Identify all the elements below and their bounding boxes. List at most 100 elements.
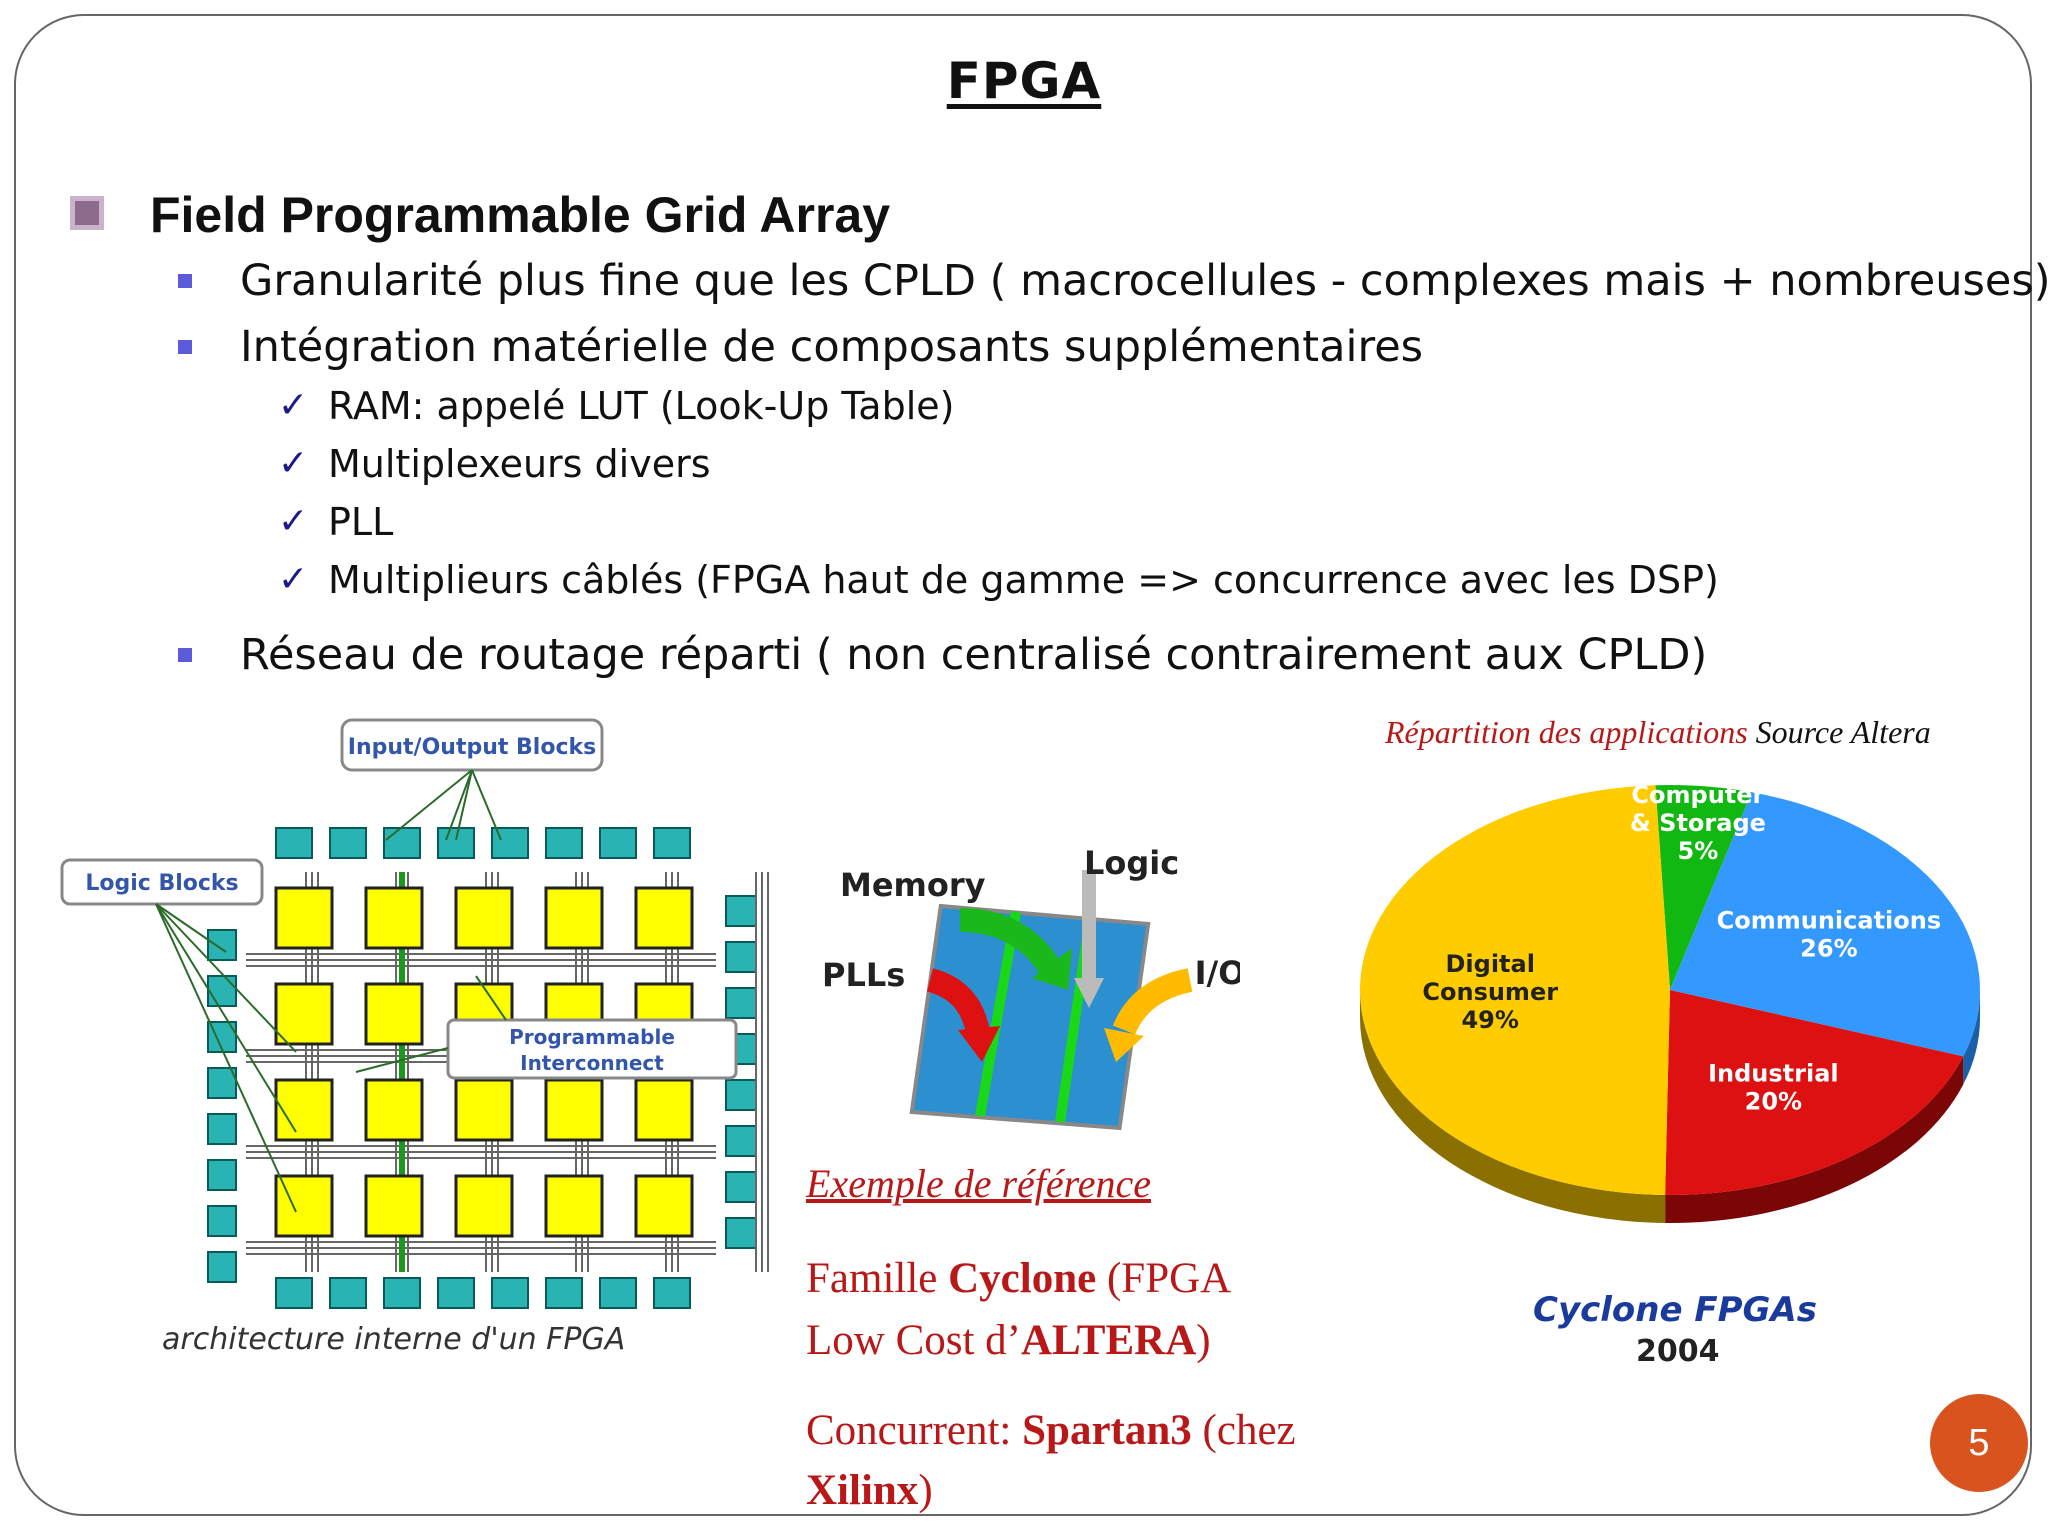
checkmark-icon: ✓ <box>278 558 309 599</box>
family-line-1: Famille Cyclone (FPGA <box>806 1248 1231 1310</box>
bullet-icon <box>178 648 192 662</box>
logic-block <box>634 886 694 950</box>
competitor-line2-name: Xilinx <box>806 1467 919 1514</box>
io-block <box>437 827 475 859</box>
chip-diagram: Memory Logic PLLs I/O <box>822 844 1240 1131</box>
logic-label: Logic <box>1084 844 1179 882</box>
competitor-prefix: Concurrent: <box>806 1407 1023 1454</box>
io-block <box>207 1113 237 1145</box>
io-block <box>545 1277 583 1309</box>
io-block <box>207 1251 237 1283</box>
pie-slice <box>1665 990 1964 1195</box>
logic-block <box>364 1078 424 1142</box>
io-block <box>725 1171 757 1203</box>
io-block <box>599 827 637 859</box>
io-block <box>383 827 421 859</box>
io-block <box>437 1277 475 1309</box>
io-block <box>725 941 757 973</box>
io-block <box>207 1205 237 1237</box>
pie-source: Répartition des applications Source Alte… <box>1385 714 1931 751</box>
pie-slice <box>1655 785 1752 990</box>
logic-block <box>454 886 514 950</box>
checkmark-icon: ✓ <box>278 500 309 541</box>
logic-block <box>634 1078 694 1142</box>
pie-year: 2004 <box>1636 1334 1720 1369</box>
line2-brand: ALTERA <box>1021 1317 1197 1364</box>
io-block <box>329 827 367 859</box>
logic-block <box>364 1174 424 1238</box>
competitor-suffix: (chez <box>1191 1407 1296 1454</box>
io-block <box>329 1277 367 1309</box>
pie-source-credit: Source Altera <box>1747 714 1931 750</box>
pie-slice <box>1360 785 1670 1195</box>
bullet-item-3: Réseau de routage réparti ( non centrali… <box>240 630 1708 680</box>
page-number: 5 <box>1930 1394 2028 1492</box>
sub-item-2: Multiplexeurs divers <box>328 442 711 486</box>
pie-slice-label: Computer <box>1631 781 1764 809</box>
plls-label: PLLs <box>822 956 905 994</box>
logic-block <box>364 886 424 950</box>
bullet-square-icon <box>70 196 104 230</box>
logic-block <box>274 1078 334 1142</box>
family-prefix: Famille <box>806 1255 949 1302</box>
pie-slice-label: 26% <box>1800 934 1857 962</box>
io-label: I/O <box>1195 954 1240 992</box>
logic-block <box>544 1174 604 1238</box>
io-block <box>207 1159 237 1191</box>
io-block <box>725 1217 757 1249</box>
logic-blocks-label: Logic Blocks <box>85 871 238 896</box>
io-block <box>207 929 237 961</box>
pie-source-title: Répartition des applications <box>1385 714 1748 750</box>
logic-block <box>544 886 604 950</box>
pie-slice-label: 49% <box>1461 1006 1518 1034</box>
interconnect-label-2: Interconnect <box>520 1051 664 1075</box>
competitor-line-2: Xilinx) <box>806 1460 933 1522</box>
memory-label: Memory <box>840 866 986 904</box>
io-block <box>207 975 237 1007</box>
io-block <box>599 1277 637 1309</box>
competitor-line2-suffix: ) <box>918 1467 933 1514</box>
checkmark-icon: ✓ <box>278 442 309 483</box>
io-block <box>545 827 583 859</box>
line2-prefix: Low Cost d’ <box>806 1317 1021 1364</box>
io-block <box>491 827 529 859</box>
io-block <box>725 987 757 1019</box>
io-block <box>725 1079 757 1111</box>
interconnect-label-1: Programmable <box>509 1025 675 1049</box>
architecture-caption: architecture interne d'un FPGA <box>162 1322 626 1357</box>
io-block <box>653 827 691 859</box>
slide-frame <box>14 14 2032 1516</box>
family-suffix: (FPGA <box>1096 1255 1232 1302</box>
logic-block <box>274 982 334 1046</box>
bullet-item-1: Granularité plus fine que les CPLD ( mac… <box>240 256 2048 306</box>
pie-slice-label: 5% <box>1678 837 1719 865</box>
logic-block <box>454 1078 514 1142</box>
family-name: Cyclone <box>948 1255 1097 1302</box>
logic-block <box>454 1174 514 1238</box>
checkmark-icon: ✓ <box>278 384 309 425</box>
io-block <box>275 1277 313 1309</box>
io-block <box>653 1277 691 1309</box>
pie-slice <box>1670 792 1980 1057</box>
pie-slice-side <box>1963 990 1980 1085</box>
logic-block <box>364 982 424 1046</box>
reference-heading: Exemple de référence <box>806 1161 1151 1206</box>
io-block <box>207 1067 237 1099</box>
pie-slice-side <box>1360 990 1666 1223</box>
sub-item-4: Multiplieurs câblés (FPGA haut de gamme … <box>328 558 1719 602</box>
pie-slice-label: Digital <box>1445 950 1534 978</box>
fpga-architecture-diagram: Input/Output Blocks Logic Blocks Program… <box>60 718 769 1309</box>
competitor-line-1: Concurrent: Spartan3 (chez <box>806 1400 1296 1462</box>
pie-slice-label: Consumer <box>1422 978 1558 1006</box>
pie-slice-label: & Storage <box>1630 809 1766 837</box>
bullet-icon <box>178 340 192 354</box>
logic-block <box>274 886 334 950</box>
heading-bullet: Field Programmable Grid Array <box>150 187 891 243</box>
pie-slice-label: Communications <box>1717 906 1942 934</box>
io-blocks-label: Input/Output Blocks <box>348 735 596 760</box>
logic-block <box>274 1174 334 1238</box>
pie-product: Cyclone FPGAs <box>1533 1290 1817 1330</box>
logic-block <box>634 1174 694 1238</box>
pie-slice-label: 20% <box>1745 1087 1802 1115</box>
